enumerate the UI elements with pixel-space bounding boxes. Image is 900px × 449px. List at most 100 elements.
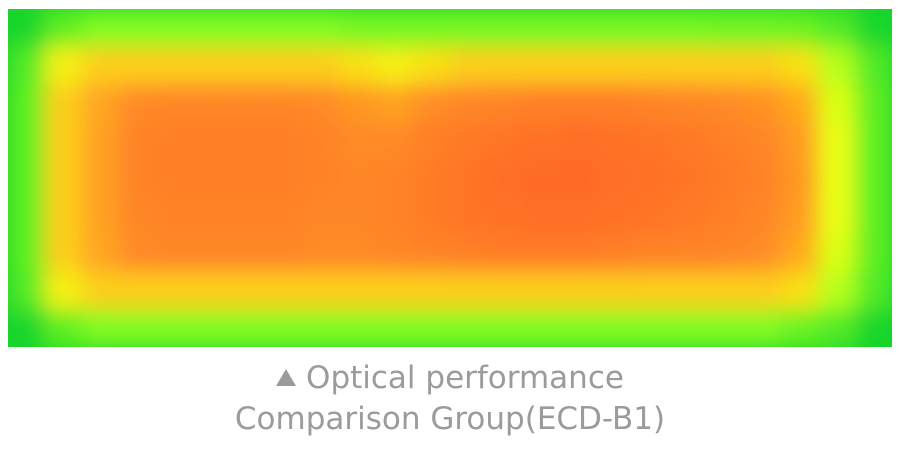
- heatmap-cell: [744, 159, 783, 198]
- heatmap-cell: [265, 309, 304, 347]
- heatmap-cell: [155, 196, 194, 236]
- heatmap-cell: [781, 46, 820, 86]
- heatmap-cell: [597, 309, 636, 347]
- heatmap-cell: [707, 46, 746, 86]
- heatmap-cell: [118, 234, 157, 273]
- heatmap-cell: [818, 196, 857, 236]
- heatmap-cell: [855, 271, 892, 311]
- heatmap-cell: [707, 9, 746, 48]
- heatmap-cell: [376, 84, 415, 123]
- heatmap-cell: [818, 234, 857, 273]
- heatmap-cell: [339, 9, 378, 48]
- heatmap-cell: [413, 234, 451, 273]
- heatmap-cell: [8, 121, 46, 161]
- heatmap-cell: [744, 121, 783, 161]
- heatmap-cell: [707, 121, 746, 161]
- heatmap-cell: [671, 271, 709, 311]
- triangle-up-icon: [276, 369, 297, 386]
- heatmap-cell: [450, 84, 488, 123]
- heatmap-cell: [560, 234, 599, 273]
- heatmap-cell: [44, 159, 83, 198]
- heatmap-cell: [597, 234, 636, 273]
- heatmap-cell: [81, 271, 120, 311]
- heatmap-cell: [8, 309, 46, 347]
- heatmap-cell: [8, 271, 46, 311]
- heatmap-cell: [413, 159, 451, 198]
- heatmap-cell: [634, 271, 672, 311]
- heatmap-cell: [81, 159, 120, 198]
- heatmap-cell: [118, 159, 157, 198]
- heatmap-cell: [597, 159, 636, 198]
- heatmap-cell: [339, 309, 378, 347]
- heatmap-cell: [707, 271, 746, 311]
- heatmap-cell: [671, 309, 709, 347]
- heatmap-cell: [523, 234, 562, 273]
- heatmap-cell: [339, 84, 378, 123]
- heatmap-cell: [118, 84, 157, 123]
- heatmap-cell: [8, 9, 46, 48]
- heatmap-cell: [302, 46, 341, 86]
- heatmap-cell: [376, 271, 415, 311]
- heatmap-cell: [229, 309, 267, 347]
- heatmap-cell: [523, 9, 562, 48]
- heatmap-cell: [450, 271, 488, 311]
- heatmap-cell: [44, 271, 83, 311]
- heatmap-cell: [81, 196, 120, 236]
- heatmap-cell: [376, 121, 415, 161]
- heatmap-cell: [560, 271, 599, 311]
- heatmap-cell: [192, 159, 230, 198]
- heatmap-cell: [155, 121, 194, 161]
- heatmap-cell: [486, 9, 525, 48]
- heatmap-cell: [413, 196, 451, 236]
- heatmap-cell: [450, 121, 488, 161]
- heatmap-cell: [450, 159, 488, 198]
- heatmap-cell: [855, 121, 892, 161]
- heatmap-cell: [413, 309, 451, 347]
- heatmap-cell: [229, 271, 267, 311]
- heatmap-cell: [560, 159, 599, 198]
- heatmap-cell: [81, 84, 120, 123]
- heatmap-cell: [818, 309, 857, 347]
- heatmap-cell: [413, 9, 451, 48]
- heatmap-cell: [523, 159, 562, 198]
- heatmap-cell: [597, 121, 636, 161]
- heatmap-cell: [744, 234, 783, 273]
- heatmap-cell: [376, 196, 415, 236]
- heatmap-cell: [302, 9, 341, 48]
- heatmap-cell: [560, 46, 599, 86]
- heatmap-cell: [818, 84, 857, 123]
- heatmap-cell: [81, 234, 120, 273]
- heatmap-cell: [265, 9, 304, 48]
- heatmap-cell: [376, 234, 415, 273]
- heatmap-cell: [265, 159, 304, 198]
- heatmap-cell: [229, 121, 267, 161]
- heatmap-cell: [265, 271, 304, 311]
- heatmap-cell: [376, 159, 415, 198]
- heatmap-cell: [744, 309, 783, 347]
- heatmap-cell: [634, 309, 672, 347]
- heatmap-cell: [81, 9, 120, 48]
- heatmap-cell: [339, 159, 378, 198]
- heatmap-cell: [707, 309, 746, 347]
- heatmap-cell: [192, 196, 230, 236]
- heatmap-cell: [81, 46, 120, 86]
- heatmap-cell: [781, 84, 820, 123]
- heatmap-cell: [744, 196, 783, 236]
- heatmap-cell: [302, 234, 341, 273]
- heatmap-cell: [192, 9, 230, 48]
- heatmap-cell: [450, 46, 488, 86]
- heatmap-cell: [707, 234, 746, 273]
- heatmap-cell: [634, 121, 672, 161]
- heatmap-cell: [155, 9, 194, 48]
- heatmap-cell: [229, 9, 267, 48]
- heatmap-cell: [44, 121, 83, 161]
- heatmap-cell: [671, 234, 709, 273]
- heatmap-cell: [229, 159, 267, 198]
- heatmap-cell: [523, 84, 562, 123]
- heatmap-cell: [450, 196, 488, 236]
- heatmap-cell: [265, 234, 304, 273]
- heatmap-cell: [523, 271, 562, 311]
- heatmap-cell: [413, 84, 451, 123]
- heatmap-panel: [8, 9, 892, 347]
- heatmap-cell: [118, 309, 157, 347]
